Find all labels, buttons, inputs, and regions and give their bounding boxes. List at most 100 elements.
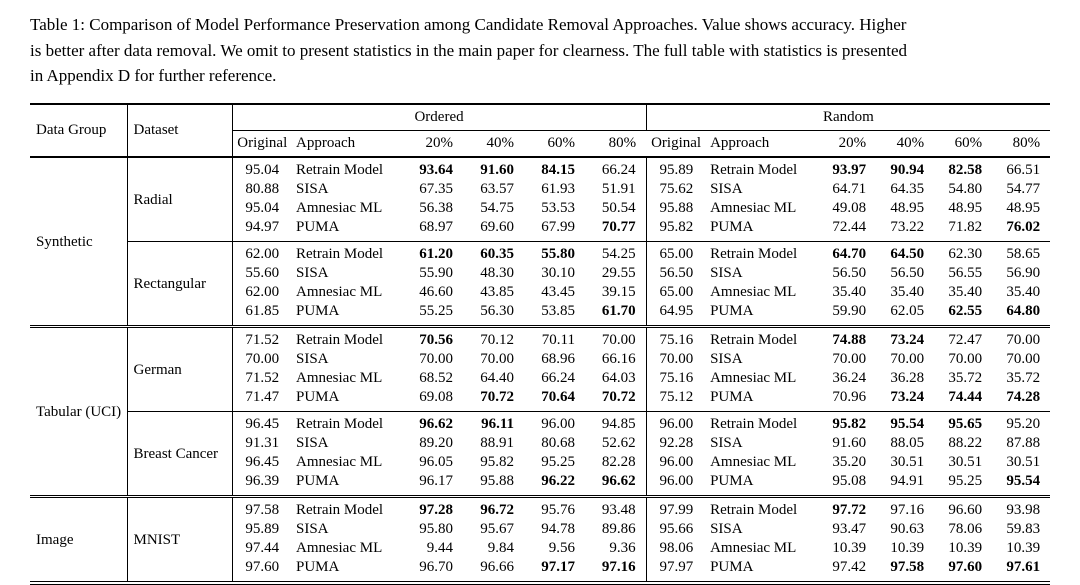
ordered-value-cell: 69.60 <box>480 218 514 235</box>
ordered-value-cell: 96.62 <box>585 471 647 496</box>
random-value-cell: 64.71 <box>832 180 867 197</box>
random-value-cell: 82.58 <box>948 161 983 178</box>
ordered-approach-cell: PUMA <box>296 388 340 405</box>
ordered-original-cell: 80.88 <box>245 180 280 197</box>
random-original-cell: 98.06 <box>659 539 694 556</box>
table-row: 94.97 PUMA 68.97 69.60 67.99 70.77 95.82 PUMA 72… <box>30 217 1050 241</box>
dataset-cell: Breast Cancer <box>127 410 233 496</box>
random-value-cell: 35.72 <box>1006 369 1041 386</box>
random-value-cell: 71.82 <box>948 218 983 235</box>
random-approach-cell: PUMA <box>710 302 754 319</box>
random-approach-cell: Amnesiac ML <box>710 539 797 556</box>
random-value-cell: 62.05 <box>890 302 925 319</box>
random-value-cell: 97.61 <box>1006 558 1041 575</box>
ordered-value-cell: 9.44 <box>426 539 453 556</box>
header-random-80: 80% <box>992 130 1051 158</box>
table-row: 95.04 Amnesiac ML 56.38 54.75 53.53 50.54 95.8… <box>30 198 1050 218</box>
random-value-cell: 36.24 <box>832 369 867 386</box>
random-value-cell: 97.16 <box>876 494 935 520</box>
ordered-approach-cell: PUMA <box>296 472 340 489</box>
random-value-cell: 95.20 <box>992 410 1051 434</box>
ordered-value-cell: 56.38 <box>419 199 453 216</box>
header-random-40: 40% <box>876 130 935 158</box>
random-value-cell: 74.28 <box>1006 388 1041 405</box>
random-value-cell: 78.06 <box>948 520 983 537</box>
random-approach-cell: SISA <box>710 180 743 197</box>
ordered-value-cell: 95.82 <box>480 453 514 470</box>
ordered-approach-cell: SISA <box>296 180 329 197</box>
ordered-original-cell: 97.44 <box>245 539 280 556</box>
dataset-cell: Radial <box>127 156 233 241</box>
ordered-original-cell: 91.31 <box>245 434 280 451</box>
ordered-value-cell: 70.72 <box>480 388 514 405</box>
header-dataset: Dataset <box>127 103 233 158</box>
ordered-approach-cell: PUMA <box>296 218 340 235</box>
header-ordered-60: 60% <box>524 130 585 158</box>
ordered-approach-cell: Retrain Model <box>292 324 402 350</box>
ordered-approach-cell: Amnesiac ML <box>296 283 383 300</box>
header-ordered-original: Original <box>232 130 292 158</box>
random-value-cell: 90.63 <box>890 520 925 537</box>
ordered-value-cell: 96.22 <box>541 472 575 489</box>
random-approach-cell: Retrain Model <box>706 410 819 434</box>
random-value-cell: 56.55 <box>948 264 983 281</box>
ordered-value-cell: 51.91 <box>585 179 647 199</box>
random-original-cell: 75.16 <box>646 324 707 350</box>
ordered-value-cell: 67.35 <box>419 180 453 197</box>
random-value-cell: 64.50 <box>876 240 935 264</box>
results-table: Data Group Dataset Ordered Random Origin… <box>30 102 1051 585</box>
ordered-value-cell: 52.62 <box>585 433 647 453</box>
random-value-cell: 30.51 <box>890 453 925 470</box>
random-approach-cell: SISA <box>710 264 743 281</box>
ordered-value-cell: 66.16 <box>585 349 647 369</box>
ordered-approach-cell: SISA <box>296 434 329 451</box>
header-random-original: Original <box>646 130 707 158</box>
random-value-cell: 95.65 <box>934 410 993 434</box>
random-original-cell: 96.00 <box>659 472 694 489</box>
random-original-cell: 95.88 <box>659 199 694 216</box>
ordered-original-cell: 96.45 <box>232 410 292 434</box>
random-value-cell: 97.60 <box>948 558 983 575</box>
ordered-value-cell: 70.12 <box>463 324 524 350</box>
random-value-cell: 30.51 <box>1006 453 1041 470</box>
ordered-value-cell: 89.86 <box>585 519 647 539</box>
random-value-cell: 73.24 <box>876 324 935 350</box>
ordered-original-cell: 70.00 <box>245 350 280 367</box>
random-value-cell: 95.25 <box>948 472 983 489</box>
ordered-value-cell: 67.99 <box>541 218 575 235</box>
random-value-cell: 49.08 <box>832 199 867 216</box>
random-value-cell: 70.96 <box>832 388 867 405</box>
ordered-value-cell: 46.60 <box>419 283 453 300</box>
random-value-cell: 62.30 <box>934 240 993 264</box>
ordered-value-cell: 70.77 <box>585 217 647 241</box>
table-row: 70.00 SISA 70.00 70.00 68.96 66.16 70.00 SISA 70… <box>30 349 1050 369</box>
random-approach-cell: PUMA <box>710 558 754 575</box>
random-value-cell: 76.02 <box>1006 218 1041 235</box>
random-original-cell: 65.00 <box>659 283 694 300</box>
ordered-value-cell: 96.05 <box>419 453 453 470</box>
ordered-value-cell: 95.80 <box>419 520 453 537</box>
table-row: 55.60 SISA 55.90 48.30 30.10 29.55 56.50 SISA 56… <box>30 263 1050 283</box>
ordered-approach-cell: Amnesiac ML <box>296 369 383 386</box>
data-group-cell: Image <box>30 494 128 583</box>
random-approach-cell: PUMA <box>710 218 754 235</box>
table-row: 61.85 PUMA 55.25 56.30 53.85 61.70 64.95 PUMA 59… <box>30 301 1050 326</box>
table-row: 71.52 Amnesiac ML 68.52 64.40 66.24 64.03 75.1… <box>30 368 1050 388</box>
ordered-original-cell: 97.60 <box>245 558 280 575</box>
header-data-group: Data Group <box>30 103 128 158</box>
ordered-value-cell: 96.11 <box>463 410 524 434</box>
caption-line-1: Table 1: Comparison of Model Performance… <box>30 15 907 34</box>
random-value-cell: 35.40 <box>832 283 867 300</box>
random-value-cell: 10.39 <box>890 539 925 556</box>
ordered-value-cell: 68.97 <box>419 218 453 235</box>
ordered-value-cell: 97.16 <box>585 557 647 583</box>
random-value-cell: 90.94 <box>890 161 925 178</box>
random-original-cell: 75.62 <box>659 180 694 197</box>
ordered-value-cell: 97.28 <box>402 494 463 520</box>
random-value-cell: 66.51 <box>1006 161 1041 178</box>
random-original-cell: 64.95 <box>659 302 694 319</box>
ordered-value-cell: 39.15 <box>585 282 647 302</box>
random-value-cell: 35.20 <box>832 453 867 470</box>
random-value-cell: 94.91 <box>890 472 925 489</box>
table-row: Breast Cancer 96.45 Retrain Model 96.62 96.1… <box>30 410 1051 496</box>
